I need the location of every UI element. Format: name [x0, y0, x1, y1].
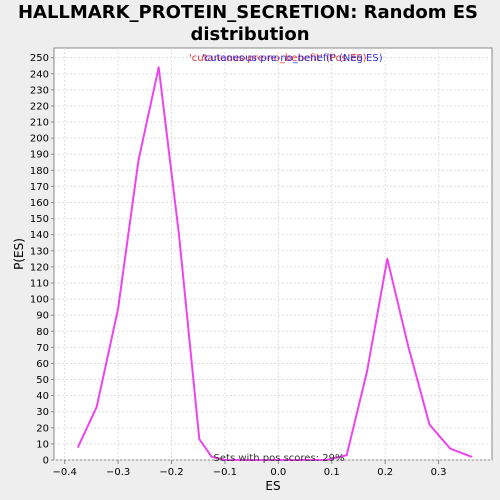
y-tick-label: 160 [30, 198, 49, 209]
es-distribution-point [345, 454, 348, 456]
legend: 'cutaneous-pre-no_benefit' (Pos ES) 'cut… [189, 53, 383, 64]
es-distribution-point [366, 370, 368, 373]
es-distribution-point [77, 446, 79, 448]
es-distribution-point [428, 423, 431, 426]
x-axis-ticks: −0.4 −0.3 −0.2 −0.1 0.0 0.1 0.2 0.3 [53, 460, 447, 478]
chart-title-line-1: HALLMARK_PROTEIN_SECRETION: Random ES [18, 2, 478, 23]
x-axis-label: ES [265, 479, 280, 493]
y-axis-ticks: 0 10 20 30 40 50 60 70 80 90 100 110 120 130 140 150 160… [30, 53, 54, 467]
chart-title-line-2: distribution [190, 24, 309, 45]
es-distribution-point [198, 438, 201, 440]
y-tick-label: 100 [30, 295, 49, 306]
es-distribution-point [386, 258, 389, 260]
legend-neg-label: 'cutaneous-pre-no_benefit' (Neg ES) [202, 53, 383, 64]
x-tick-label: 0.0 [270, 467, 286, 478]
es-distribution-point [157, 66, 160, 69]
es-distribution-point [407, 344, 409, 347]
y-tick-label: 110 [30, 278, 49, 289]
x-tick-label: 0.1 [324, 467, 340, 478]
y-axis-label: P(ES) [12, 238, 26, 270]
es-distribution-point [277, 459, 280, 461]
y-tick-label: 30 [36, 407, 49, 418]
plot-area [53, 47, 493, 461]
y-tick-label: 130 [30, 246, 49, 257]
y-tick-label: 10 [36, 439, 49, 450]
es-distribution-point [178, 233, 180, 236]
es-distribution-point [449, 447, 452, 450]
es-distribution-point [470, 455, 473, 458]
y-tick-label: 150 [30, 214, 49, 225]
y-tick-label: 190 [30, 150, 49, 161]
y-tick-label: 220 [30, 101, 49, 112]
pos-scores-annotation: Sets with pos scores: 29% [214, 453, 345, 464]
es-distribution-point [234, 459, 237, 461]
y-tick-label: 210 [30, 118, 49, 129]
y-tick-label: 180 [30, 166, 49, 177]
x-tick-label: −0.1 [213, 467, 237, 478]
y-tick-label: 140 [30, 230, 49, 241]
x-tick-label: −0.4 [53, 467, 77, 478]
es-distribution-point [210, 455, 213, 458]
y-tick-label: 0 [43, 456, 49, 467]
y-tick-label: 250 [30, 53, 49, 64]
es-distribution-point [95, 406, 98, 408]
x-tick-label: −0.2 [159, 467, 183, 478]
x-tick-label: −0.3 [106, 467, 130, 478]
legend-pos-label: 'cutaneous-pre-no_benefit' (Pos ES) [189, 53, 367, 64]
es-distribution-point [137, 159, 140, 162]
y-tick-label: 90 [36, 311, 49, 322]
y-tick-label: 120 [30, 262, 49, 273]
es-distribution-point [325, 459, 328, 461]
y-tick-label: 20 [36, 423, 49, 434]
es-distribution-point [224, 459, 226, 461]
grid [54, 48, 492, 461]
y-tick-label: 240 [30, 69, 49, 80]
y-tick-label: 40 [36, 391, 49, 402]
y-tick-label: 80 [36, 327, 49, 338]
x-tick-label: 0.2 [377, 467, 393, 478]
y-tick-label: 60 [36, 359, 49, 370]
series-lines [77, 66, 473, 461]
y-tick-label: 170 [30, 182, 49, 193]
y-tick-label: 200 [30, 134, 49, 145]
y-tick-label: 230 [30, 85, 49, 96]
es-distribution-point [117, 307, 119, 310]
x-tick-label: 0.3 [431, 467, 447, 478]
y-tick-label: 70 [36, 343, 49, 354]
y-tick-label: 50 [36, 375, 49, 386]
